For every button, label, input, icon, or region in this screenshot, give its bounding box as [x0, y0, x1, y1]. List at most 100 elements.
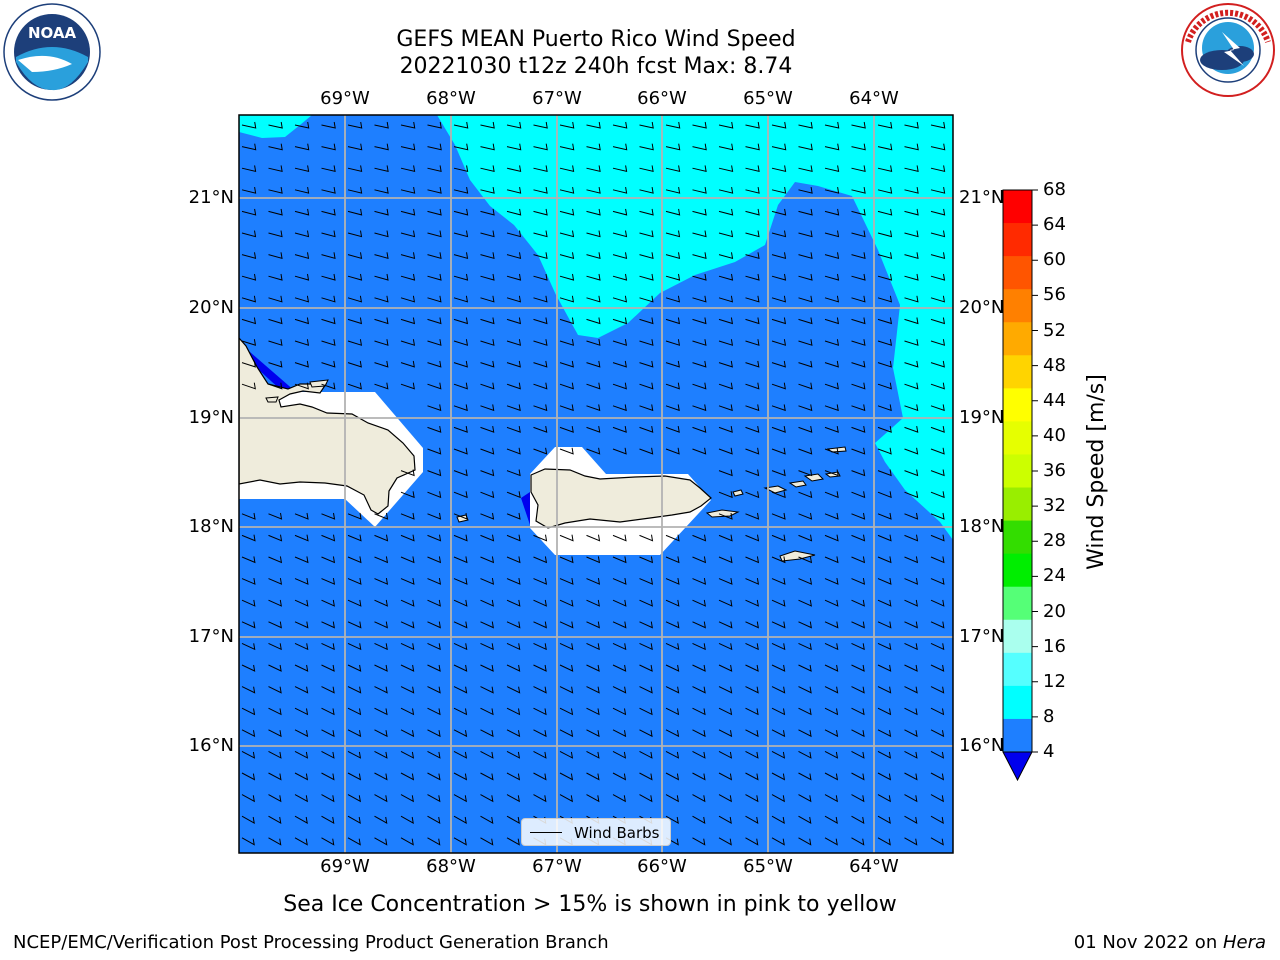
- wind-barb: [268, 187, 283, 194]
- wind-barb: [877, 815, 891, 824]
- wind-barb: [559, 295, 575, 303]
- wind-barb: [877, 621, 892, 629]
- wind-barb: [692, 621, 706, 629]
- wind-barb: [453, 143, 469, 151]
- wind-barb: [347, 512, 362, 520]
- wind-barb: [930, 599, 945, 607]
- wind-barb: [798, 664, 812, 672]
- wind-barb: [427, 426, 442, 433]
- wind-barb: [347, 794, 361, 803]
- wind-barb: [745, 491, 760, 499]
- wind-barb: [268, 382, 283, 390]
- wind-barb: [639, 426, 654, 433]
- wind-barb: [877, 469, 892, 477]
- wind-barb: [718, 382, 733, 390]
- wind-barb: [824, 686, 839, 694]
- wind-barb: [241, 165, 257, 173]
- wind-barb: [771, 295, 787, 303]
- wind-barb: [798, 534, 813, 542]
- wind-barb: [851, 360, 866, 368]
- wind-barb: [268, 556, 283, 564]
- wind-barb: [692, 447, 707, 455]
- wind-barb: [798, 252, 813, 259]
- wind-barb: [904, 469, 919, 477]
- wind-barb: [718, 187, 734, 194]
- wind-barb: [798, 121, 813, 129]
- wind-barb: [559, 426, 574, 433]
- wind-barb: [639, 447, 654, 455]
- wind-barb: [347, 578, 362, 585]
- wind-barb: [400, 208, 416, 216]
- wind-barb: [374, 815, 388, 824]
- wind-barb: [347, 208, 363, 216]
- colorbar-segment: [1003, 652, 1032, 687]
- wind-barb: [639, 578, 654, 585]
- wind-barb: [374, 750, 388, 759]
- wind-barb: [665, 426, 680, 433]
- wind-barb: [904, 534, 919, 542]
- wind-barb: [824, 772, 839, 781]
- wind-barb: [533, 230, 548, 238]
- wind-barb: [665, 664, 680, 672]
- wind-barb: [639, 599, 653, 607]
- wind-barb: [612, 794, 626, 803]
- wind-barb: [771, 794, 785, 803]
- wind-barb: [506, 837, 520, 846]
- wind-barb: [294, 578, 309, 585]
- lat-label-right: 16°N: [959, 735, 1005, 756]
- wind-barb: [745, 252, 760, 259]
- wind-barb: [877, 794, 891, 803]
- wind-barb: [586, 707, 600, 716]
- wind-barb: [798, 382, 813, 390]
- wind-barb: [745, 621, 759, 629]
- wind-barb: [745, 121, 760, 129]
- wind-barb: [665, 404, 680, 412]
- wind-barb: [506, 165, 522, 173]
- wind-barb: [824, 534, 839, 542]
- wind-barb: [798, 447, 813, 455]
- wind-barb: [294, 815, 308, 824]
- wind-barb: [851, 121, 866, 129]
- wind-barb: [824, 815, 838, 824]
- wind-barb: [930, 165, 946, 173]
- wind-barb: [798, 491, 813, 499]
- wind-barb: [268, 512, 283, 520]
- wind-barb: [877, 534, 892, 542]
- wind-barb: [877, 837, 891, 846]
- wind-barb: [374, 187, 389, 194]
- wind-barb: [639, 556, 654, 564]
- wind-barb: [930, 187, 946, 194]
- colorbar-segment: [1003, 388, 1032, 422]
- wind-barb: [745, 295, 760, 303]
- wind-barb: [798, 837, 812, 846]
- wind-barb: [506, 750, 521, 759]
- wind-barb: [824, 404, 839, 412]
- wind-barb: [427, 273, 442, 281]
- wind-barb: [241, 664, 256, 672]
- wind-barb: [347, 187, 363, 194]
- wind-barb: [639, 339, 654, 346]
- colorbar-segment: [1003, 223, 1032, 257]
- wind-barb: [851, 404, 866, 412]
- colorbar-tick-label: 24: [1043, 565, 1066, 587]
- wind-barb: [559, 707, 574, 716]
- wind-barb: [718, 837, 732, 846]
- colorbar-segment: [1003, 685, 1032, 720]
- wind-barb: [559, 317, 575, 325]
- wind-barb: [718, 686, 733, 694]
- wind-barb: [665, 599, 680, 607]
- wind-barb: [718, 273, 734, 281]
- wind-barb: [294, 295, 310, 303]
- wind-barb: [321, 339, 336, 346]
- wind-barb: [798, 815, 812, 824]
- wind-barb: [533, 686, 547, 694]
- wind-barb: [480, 642, 494, 651]
- wind-barb: [294, 556, 309, 564]
- wind-barb: [665, 556, 680, 564]
- wind-barb: [665, 447, 680, 455]
- wind-barb: [374, 230, 389, 238]
- wind-barb: [268, 686, 282, 694]
- wind-barb: [771, 360, 786, 368]
- wind-barb: [506, 382, 521, 390]
- wind-barb: [453, 642, 468, 651]
